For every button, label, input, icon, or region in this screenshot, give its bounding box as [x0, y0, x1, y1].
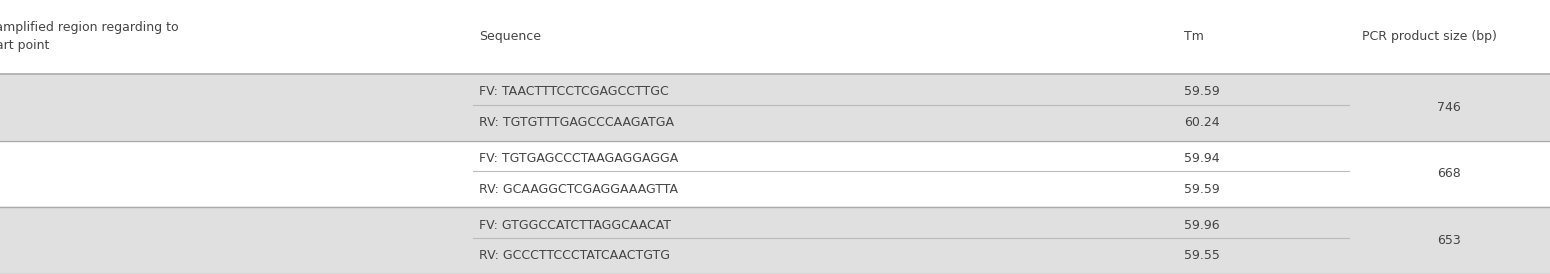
- Text: 746: 746: [1437, 101, 1462, 114]
- Text: 59.59: 59.59: [1184, 85, 1220, 98]
- Bar: [0, 207, 1550, 274]
- Text: 653: 653: [1437, 234, 1462, 247]
- Text: FV: GTGGCCATCTTAGGCAACAT: FV: GTGGCCATCTTAGGCAACAT: [479, 219, 671, 232]
- Text: 59.55: 59.55: [1184, 250, 1220, 262]
- Text: 60.24: 60.24: [1184, 116, 1220, 129]
- Text: FV: TAACTTTCCTCGAGCCTTGC: FV: TAACTTTCCTCGAGCCTTGC: [479, 85, 668, 98]
- Text: 668: 668: [1437, 167, 1462, 181]
- Bar: [0, 141, 1550, 207]
- Text: RV: TGTGTTTGAGCCCAAGATGA: RV: TGTGTTTGAGCCCAAGATGA: [479, 116, 674, 129]
- Text: PCR product size (bp): PCR product size (bp): [1362, 30, 1497, 44]
- Text: 59.59: 59.59: [1184, 183, 1220, 196]
- Text: RV: GCCCTTCCCTATCAACTGTG: RV: GCCCTTCCCTATCAACTGTG: [479, 250, 670, 262]
- Text: Tm: Tm: [1184, 30, 1204, 44]
- Text: Sequence: Sequence: [479, 30, 541, 44]
- Text: FV: TGTGAGCCCTAAGAGGAGGA: FV: TGTGAGCCCTAAGAGGAGGA: [479, 152, 679, 165]
- Text: 59.96: 59.96: [1184, 219, 1220, 232]
- Text: RV: GCAAGGCTCGAGGAAAGTTA: RV: GCAAGGCTCGAGGAAAGTTA: [479, 183, 677, 196]
- Bar: [0, 74, 1550, 141]
- Text: 59.94: 59.94: [1184, 152, 1220, 165]
- Text: Localization of amplified region regarding to
transcription start point: Localization of amplified region regardi…: [0, 21, 178, 53]
- Bar: [0, 0, 1550, 74]
